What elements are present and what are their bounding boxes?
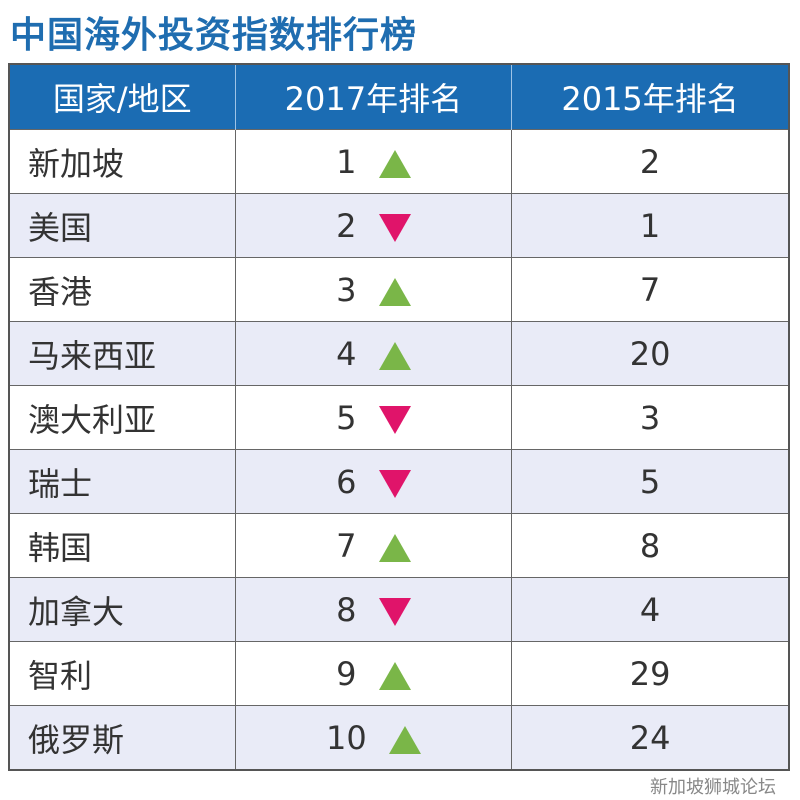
page-title: 中国海外投资指数排行榜 [10,15,418,56]
table-row: 香港 3 7 [8,257,790,322]
table-row: 美国 2 1 [8,193,790,258]
rank-2017-cell: 10 [234,705,513,771]
country-cell: 新加坡 [8,129,236,194]
country-cell: 智利 [8,641,236,706]
rank-2017: 6 [336,462,357,501]
rank-2017: 9 [336,654,357,693]
country-cell: 澳大利亚 [8,385,236,450]
rank-2017: 2 [336,206,357,245]
country-cell: 马来西亚 [8,321,236,386]
rank-2017-cell: 5 [234,385,513,450]
table-row: 马来西亚 4 20 [8,321,790,386]
rank-2017: 3 [336,270,357,309]
rank-2015-cell: 7 [511,257,790,322]
header-2017: 2017年排名 [234,64,512,130]
country-cell: 俄罗斯 [8,705,236,771]
ranking-table: 国家/地区 2017年排名 2015年排名 新加坡 1 2 美国 2 1 香港 3 … [8,63,790,771]
rank-2015-cell: 20 [511,321,790,386]
rank-2017: 7 [336,526,357,565]
rank-2017-cell: 8 [234,577,513,642]
rank-2017-cell: 4 [234,321,513,386]
rank-2015-cell: 3 [511,385,790,450]
triangle-down-icon [378,597,411,626]
table-row: 智利 9 29 [8,641,790,706]
triangle-up-icon [378,341,411,370]
country-cell: 韩国 [8,513,236,578]
watermark: 新加坡狮城论坛 [650,777,776,798]
triangle-up-icon [378,661,411,690]
header-2015: 2015年排名 [511,64,789,130]
table-row: 加拿大 8 4 [8,577,790,642]
rank-2015-cell: 24 [511,705,790,771]
rank-2015-cell: 29 [511,641,790,706]
rank-2015-cell: 1 [511,193,790,258]
rank-2015-cell: 8 [511,513,790,578]
table-row: 俄罗斯 10 24 [8,705,790,771]
triangle-up-icon [378,533,411,562]
rank-2015-cell: 2 [511,129,790,194]
triangle-up-icon [388,725,421,754]
rank-2017: 4 [336,334,357,373]
rank-2017: 5 [336,398,357,437]
rank-2017: 8 [336,590,357,629]
rank-2017-cell: 1 [234,129,513,194]
rank-2015-cell: 5 [511,449,790,514]
triangle-down-icon [378,469,411,498]
country-cell: 美国 [8,193,236,258]
table-header: 国家/地区 2017年排名 2015年排名 [8,64,789,130]
rank-2017-cell: 6 [234,449,513,514]
table-row: 澳大利亚 5 3 [8,385,790,450]
country-cell: 瑞士 [8,449,236,514]
triangle-down-icon [378,405,411,434]
country-cell: 加拿大 [8,577,236,642]
table-row: 新加坡 1 2 [8,129,790,194]
triangle-down-icon [378,213,411,242]
rank-2017: 10 [326,718,367,757]
rank-2017-cell: 7 [234,513,513,578]
rank-2017: 1 [336,142,357,181]
triangle-up-icon [378,277,411,306]
rank-2017-cell: 2 [234,193,513,258]
table-row: 韩国 7 8 [8,513,790,578]
header-country: 国家/地区 [8,64,236,130]
rank-2017-cell: 9 [234,641,513,706]
rank-2015-cell: 4 [511,577,790,642]
country-cell: 香港 [8,257,236,322]
table-row: 瑞士 6 5 [8,449,790,514]
rank-2017-cell: 3 [234,257,513,322]
triangle-up-icon [378,149,411,178]
table-body: 新加坡 1 2 美国 2 1 香港 3 7 马来西亚 4 20 澳大利亚 5 3 瑞士 6… [8,129,790,771]
